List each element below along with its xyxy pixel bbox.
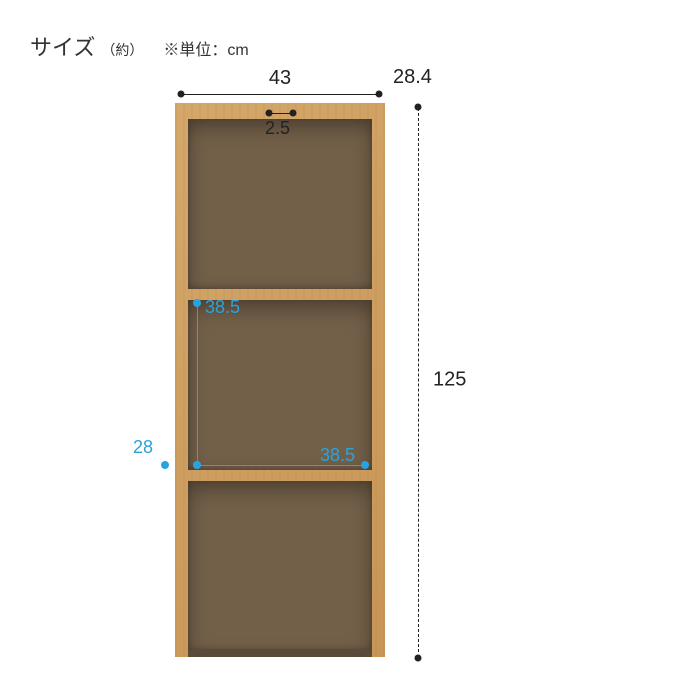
compartment-3 — [188, 481, 372, 651]
dim-label-width: 43 — [175, 67, 385, 90]
dim-outer-height: 125 — [415, 103, 435, 657]
dim-line-accent — [197, 303, 198, 465]
dim-outer-width: 43 — [175, 85, 385, 103]
title: サイズ — [30, 30, 95, 62]
header: サイズ （約） ※単位：cm — [30, 30, 249, 62]
dim-dot-accent — [161, 461, 169, 469]
dim-dot — [178, 91, 185, 98]
dimension-diagram: 43 28.4 2.5 125 38.5 38.5 28 — [175, 75, 385, 661]
dim-dot — [376, 91, 383, 98]
base-gap — [188, 649, 372, 657]
dim-label-thickness: 2.5 — [265, 118, 290, 139]
dim-dot — [415, 104, 422, 111]
shelf-body — [175, 103, 385, 657]
dim-label-inner-height: 38.5 — [205, 297, 240, 318]
dim-dot — [266, 110, 273, 117]
dim-label-depth: 28.4 — [393, 66, 432, 89]
unit-note: ※単位：cm — [163, 36, 248, 60]
approx-label: （約） — [101, 40, 143, 60]
dim-panel-thickness: 2.5 — [269, 110, 293, 132]
dim-dot — [415, 655, 422, 662]
dim-label-inner-depth: 28 — [133, 437, 153, 458]
dim-label-inner-width: 38.5 — [320, 445, 355, 466]
dim-line — [418, 108, 419, 652]
dim-line — [181, 94, 379, 95]
dim-label-height: 125 — [433, 369, 466, 392]
compartment-1 — [188, 119, 372, 289]
dim-dot — [290, 110, 297, 117]
